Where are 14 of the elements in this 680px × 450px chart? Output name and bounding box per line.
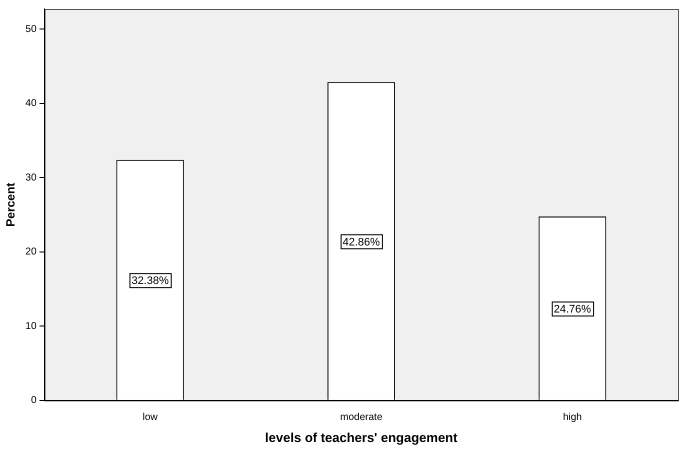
x-tick-label: moderate <box>340 412 383 424</box>
data-label: 32.38% <box>131 275 169 288</box>
x-axis-title: levels of teachers' engagement <box>265 430 458 445</box>
y-tick-label: 20 <box>25 246 37 258</box>
y-tick-label: 0 <box>30 395 37 406</box>
y-tick-label: 50 <box>25 24 37 35</box>
y-axis-title: Percent <box>4 182 18 227</box>
x-tick-label: low <box>142 412 158 424</box>
data-label: 42.86% <box>342 236 380 248</box>
y-tick-label: 10 <box>25 320 37 332</box>
y-tick-label: 40 <box>25 98 37 110</box>
x-tick-label: high <box>562 412 582 424</box>
y-tick-label: 30 <box>25 172 37 184</box>
data-label: 24.76% <box>554 303 592 316</box>
